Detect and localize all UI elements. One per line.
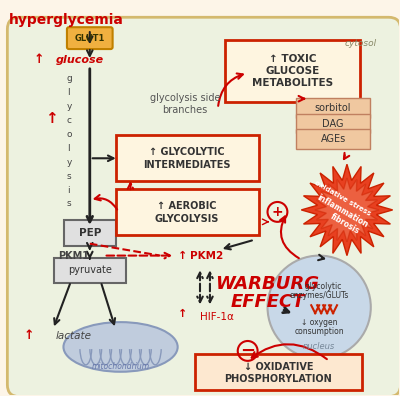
- Text: ↓ OXIDATIVE: ↓ OXIDATIVE: [244, 362, 313, 372]
- Text: ↑: ↑: [178, 251, 188, 261]
- Text: enzymes/GLUTs: enzymes/GLUTs: [290, 291, 349, 300]
- FancyBboxPatch shape: [195, 354, 362, 390]
- FancyBboxPatch shape: [116, 189, 258, 235]
- Text: s: s: [67, 200, 71, 208]
- Text: i: i: [68, 186, 70, 194]
- Text: branches: branches: [162, 105, 208, 114]
- Text: ↑: ↑: [45, 111, 58, 126]
- Text: DAG: DAG: [322, 118, 344, 129]
- Text: ↑ GLYCOLYTIC: ↑ GLYCOLYTIC: [149, 147, 225, 157]
- Text: inflammation: inflammation: [316, 192, 370, 229]
- FancyBboxPatch shape: [296, 114, 370, 133]
- Text: ↑: ↑: [24, 329, 34, 342]
- Text: PKM2: PKM2: [190, 251, 223, 261]
- FancyBboxPatch shape: [225, 40, 360, 102]
- Text: WARBURG: WARBURG: [216, 275, 320, 293]
- Text: PKM1: PKM1: [58, 251, 89, 261]
- Text: c: c: [66, 116, 72, 125]
- Text: ↓ oxygen: ↓ oxygen: [301, 318, 338, 327]
- FancyBboxPatch shape: [54, 257, 126, 284]
- Text: consumption: consumption: [294, 327, 344, 335]
- Text: −: −: [240, 342, 255, 360]
- Text: +: +: [272, 205, 283, 219]
- Text: EFFECT: EFFECT: [230, 293, 305, 311]
- Text: cytosol: cytosol: [345, 39, 377, 48]
- Text: AGEs: AGEs: [320, 134, 346, 145]
- Text: ↑: ↑: [34, 53, 44, 66]
- Text: INTERMEDIATES: INTERMEDIATES: [143, 160, 231, 170]
- Text: y: y: [66, 158, 72, 167]
- Ellipse shape: [64, 322, 178, 372]
- Text: METABOLITES: METABOLITES: [252, 78, 333, 88]
- Text: o: o: [66, 130, 72, 139]
- Circle shape: [268, 255, 371, 359]
- Text: HIF-1α: HIF-1α: [200, 312, 234, 322]
- Text: GLUCOSE: GLUCOSE: [265, 66, 320, 76]
- FancyBboxPatch shape: [116, 135, 258, 181]
- Polygon shape: [301, 164, 393, 255]
- Text: GLUT1: GLUT1: [74, 34, 105, 43]
- Text: l: l: [68, 88, 70, 97]
- Text: PHOSPHORYLATION: PHOSPHORYLATION: [224, 374, 332, 384]
- Text: ↑ TOXIC: ↑ TOXIC: [268, 54, 316, 64]
- FancyBboxPatch shape: [7, 17, 400, 396]
- Text: g: g: [66, 74, 72, 83]
- Text: sorbitol: sorbitol: [315, 103, 351, 112]
- FancyBboxPatch shape: [67, 27, 113, 49]
- Text: PEP: PEP: [78, 228, 101, 238]
- Text: s: s: [67, 171, 71, 181]
- Text: lactate: lactate: [56, 331, 92, 341]
- Text: ↑: ↑: [178, 309, 187, 319]
- Text: glucose: glucose: [56, 55, 104, 65]
- Text: nucleus: nucleus: [303, 343, 335, 351]
- Text: ↑ AEROBIC: ↑ AEROBIC: [157, 201, 217, 211]
- Text: l: l: [68, 144, 70, 153]
- Text: pyruvate: pyruvate: [68, 265, 112, 276]
- FancyBboxPatch shape: [296, 129, 370, 149]
- Text: glycolysis side: glycolysis side: [150, 93, 220, 103]
- Text: ↑ glycolytic: ↑ glycolytic: [296, 282, 342, 291]
- Text: GLYCOLYSIS: GLYCOLYSIS: [155, 214, 219, 224]
- FancyBboxPatch shape: [64, 220, 116, 246]
- Text: y: y: [66, 102, 72, 111]
- Text: hyperglycemia: hyperglycemia: [9, 13, 124, 27]
- Text: oxidative stress: oxidative stress: [314, 179, 372, 217]
- Polygon shape: [315, 178, 379, 242]
- FancyBboxPatch shape: [296, 98, 370, 118]
- Text: mitochondrium: mitochondrium: [92, 362, 150, 371]
- Text: fibrosis: fibrosis: [329, 212, 361, 236]
